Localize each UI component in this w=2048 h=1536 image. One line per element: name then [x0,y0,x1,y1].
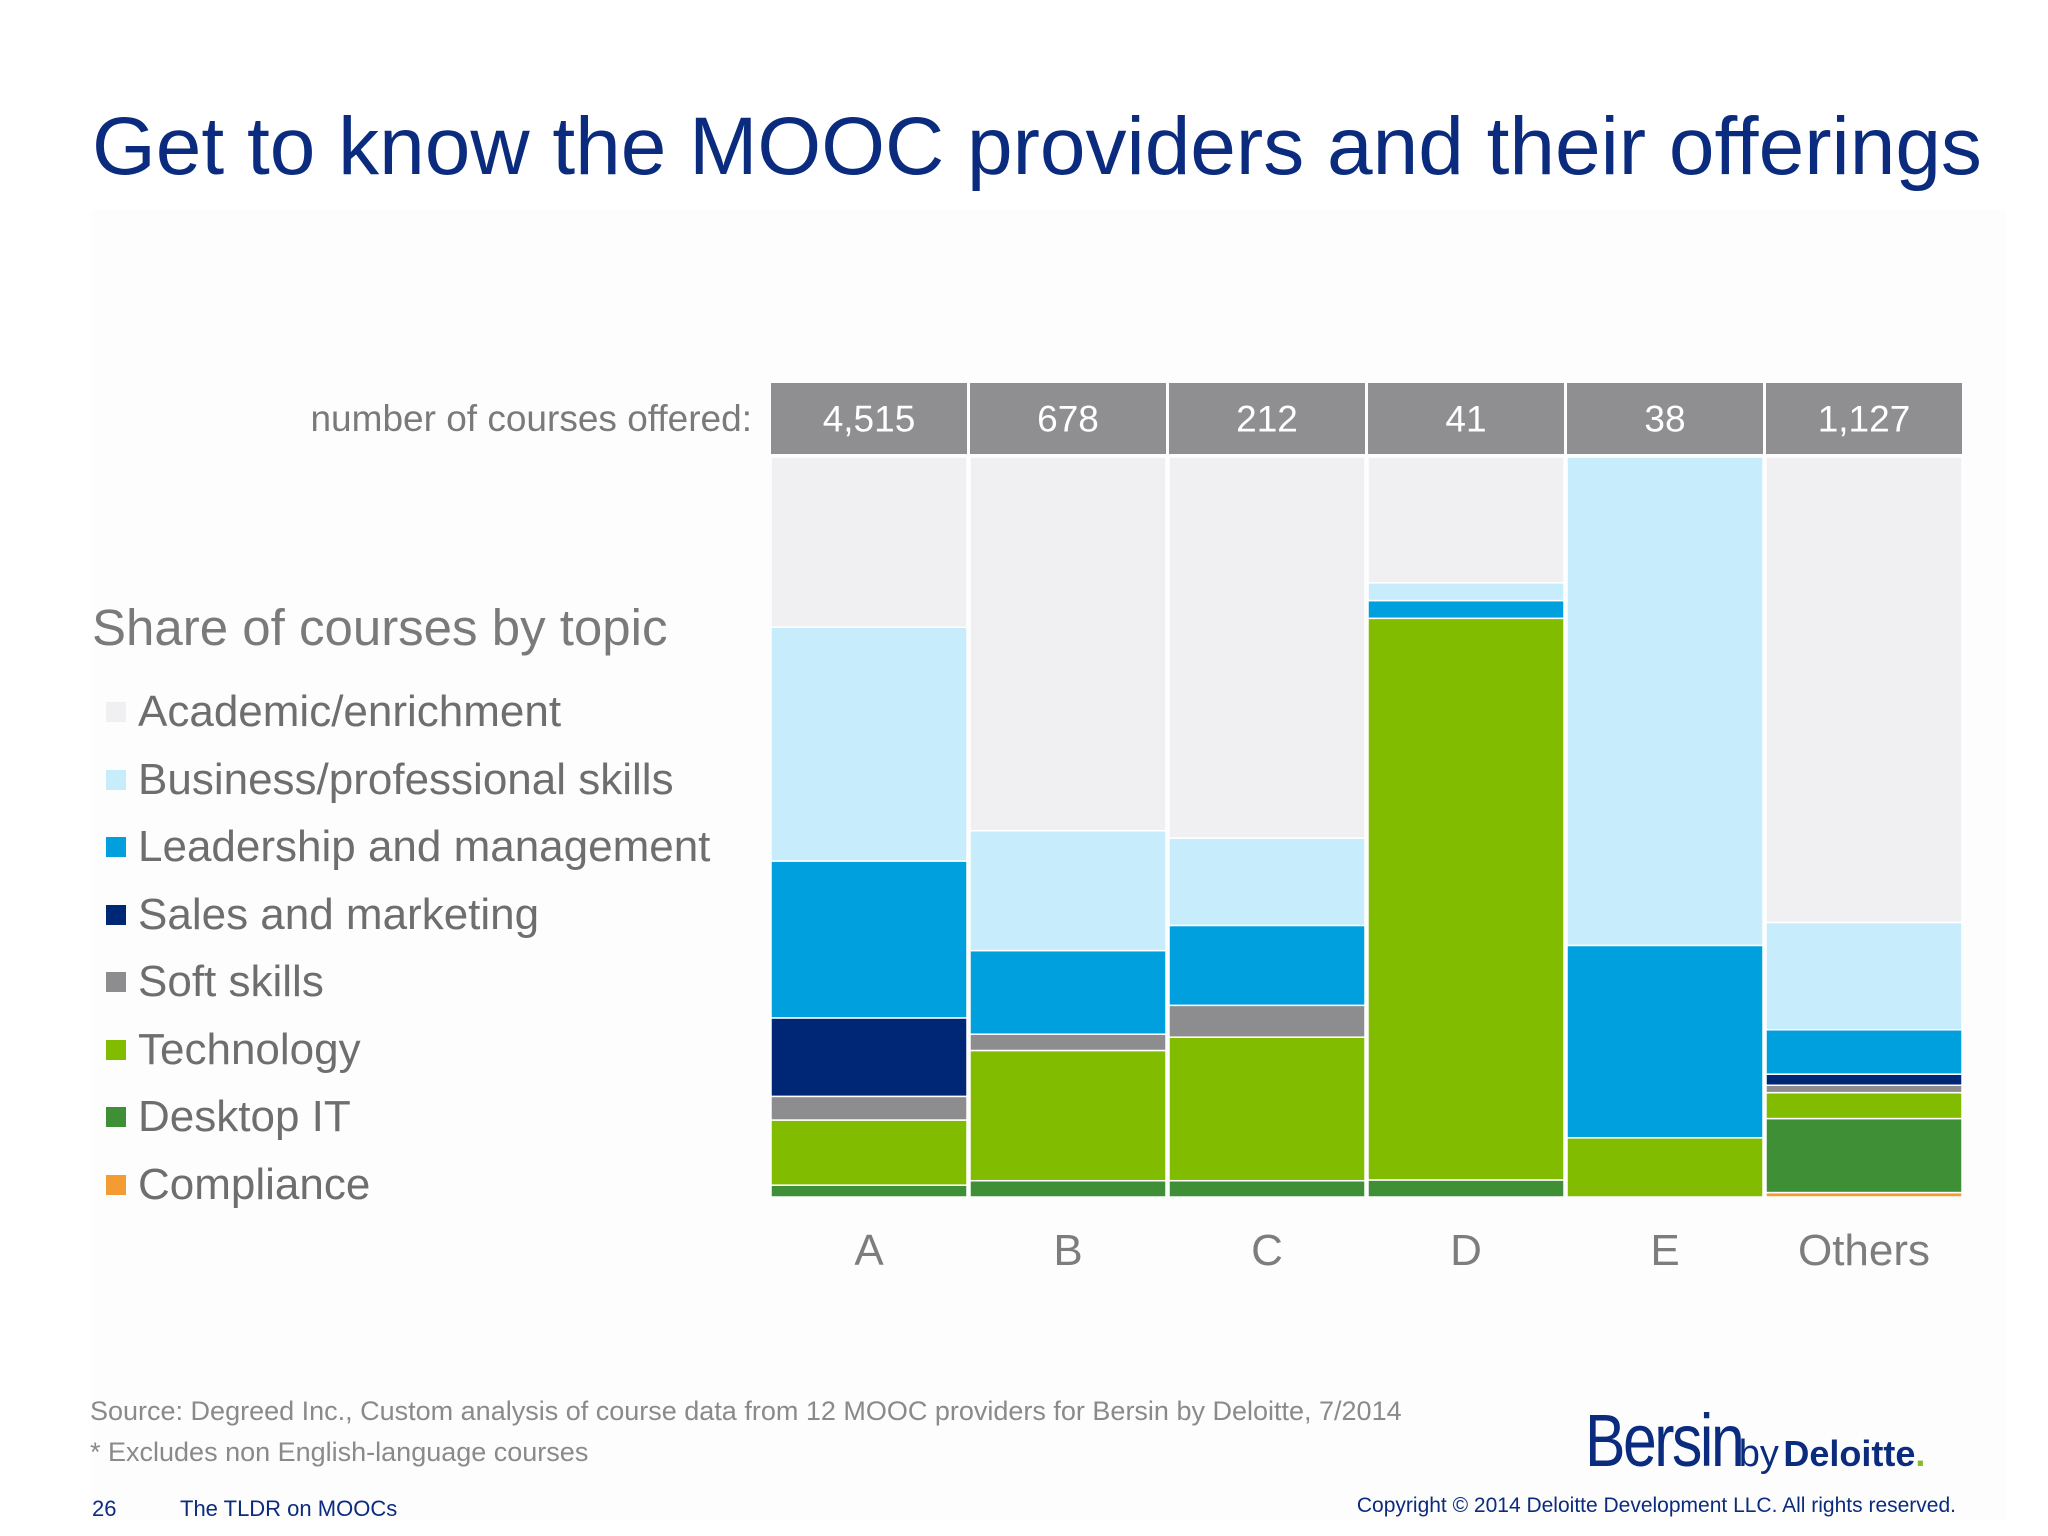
bar-segment-a-business-professional-skills [770,626,968,862]
bar-segment-c-academic-enrichment [1168,456,1366,839]
legend-label-desktop-it: Desktop IT [138,1092,351,1141]
bar-segment-c-leadership-and-management [1168,924,1366,1007]
count-box-e [1567,383,1763,454]
legend-swatch-academic-enrichment [106,702,126,722]
legend-item-desktop-it: Desktop IT [106,1087,351,1147]
count-box-d [1368,383,1564,454]
bar-segment-others-leadership-and-management [1765,1029,1963,1075]
course-count-others: 1,127 [1818,399,1911,440]
course-count-b: 678 [1037,399,1099,440]
bar-segment-b-business-professional-skills [969,829,1167,952]
legend-item-leadership-and-management: Leadership and management [106,817,710,877]
count-box-c [1169,383,1365,454]
legend-swatch-sales-and-marketing [106,904,126,925]
deck-name: The TLDR on MOOCs [180,1496,398,1521]
course-count-c: 212 [1236,399,1298,440]
bar-segment-a-desktop-it [770,1184,968,1198]
legend-item-soft-skills: Soft skills [106,952,324,1012]
bar-segment-others-business-professional-skills [1765,921,1963,1031]
count-box-a [771,383,967,454]
legend-label-leadership-and-management: Leadership and management [138,822,711,871]
bar-segment-c-technology [1168,1036,1366,1182]
bar-segment-d-academic-enrichment [1367,456,1565,584]
bar-segment-e-business-professional-skills [1566,456,1764,947]
count-box-others [1766,383,1962,454]
bar-segment-others-desktop-it [1765,1117,1963,1194]
logo-bersin: Bersin [1585,1399,1745,1482]
language-note: * Excludes non English-language courses [90,1437,589,1467]
bar-segment-a-leadership-and-management [770,860,968,1019]
bar-segment-d-leadership-and-management [1367,599,1565,620]
bar-segment-c-soft-skills [1168,1004,1366,1038]
bar-segment-others-technology [1765,1091,1963,1120]
category-label-b: B [1053,1226,1082,1275]
bar-segment-b-desktop-it [969,1179,1167,1198]
legend-swatch-compliance [106,1174,126,1195]
legend-item-business-professional-skills: Business/professional skills [106,750,674,810]
bar-segment-a-soft-skills [770,1095,968,1121]
logo-deloitte: Deloitte [1783,1433,1916,1474]
legend-label-sales-and-marketing: Sales and marketing [138,889,540,939]
bar-segment-others-sales-and-marketing [1765,1073,1963,1087]
category-label-d: D [1450,1226,1482,1275]
bar-segment-a-technology [770,1119,968,1186]
legend-swatch-business-professional-skills [106,769,126,790]
category-label-e: E [1650,1226,1679,1275]
bar-segment-b-leadership-and-management [969,949,1167,1035]
legend-item-academic-enrichment: Academic/enrichment [106,682,561,742]
legend-label-soft-skills: Soft skills [138,957,324,1006]
legend-title: Share of courses by topic [92,599,668,656]
legend-item-technology: Technology [106,1020,361,1080]
course-count-d: 41 [1445,399,1486,440]
bar-segment-b-academic-enrichment [969,456,1167,832]
bar-segment-d-business-professional-skills [1367,582,1565,602]
bar-segment-c-business-professional-skills [1168,837,1366,927]
source-note: Source: Degreed Inc., Custom analysis of… [90,1396,1402,1426]
course-count-e: 38 [1644,399,1685,440]
legend-item-compliance: Compliance [106,1155,370,1215]
bar-segment-others-soft-skills [1765,1084,1963,1094]
bar-segment-e-leadership-and-management [1566,944,1764,1139]
legend-label-technology: Technology [138,1024,361,1074]
legend-swatch-soft-skills [106,972,126,992]
legend-swatch-leadership-and-management [106,837,126,857]
course-count-a: 4,515 [823,399,916,440]
stacked-bar-chart: number of courses offered: 4,515 A 678 B 212… [310,383,1963,1275]
bar-segment-others-academic-enrichment [1765,456,1963,924]
bar-segment-b-soft-skills [969,1033,1167,1052]
logo-by: by [1738,1433,1779,1475]
bar-segment-c-desktop-it [1168,1179,1366,1198]
legend-label-compliance: Compliance [138,1159,371,1209]
logo-dot: . [1915,1433,1926,1474]
bersin-by-deloitte-logo: Bersinby Deloitte. [1585,1398,1925,1483]
bar-segment-d-desktop-it [1367,1179,1565,1198]
category-label-a: A [854,1226,884,1275]
legend-swatch-technology [106,1039,126,1060]
legend-label-academic-enrichment: Academic/enrichment [138,687,562,736]
courses-offered-label: number of courses offered: [310,398,752,439]
bar-segment-d-technology [1367,617,1565,1181]
slide-title: Get to know the MOOC providers and their… [92,101,1982,192]
bar-segment-b-technology [969,1049,1167,1182]
category-label-others: Others [1798,1226,1930,1275]
bar-segment-a-academic-enrichment [770,456,968,628]
legend-label-business-professional-skills: Business/professional skills [138,754,674,804]
page-number: 26 [92,1496,117,1521]
copyright: Copyright © 2014 Deloitte Development LL… [1356,1494,1956,1517]
bar-segment-e-technology [1566,1137,1764,1198]
legend-swatch-desktop-it [106,1107,126,1127]
legend-item-sales-and-marketing: Sales and marketing [106,885,539,945]
bar-segment-a-sales-and-marketing [770,1017,968,1098]
category-label-c: C [1251,1226,1283,1275]
count-box-b [970,383,1166,454]
